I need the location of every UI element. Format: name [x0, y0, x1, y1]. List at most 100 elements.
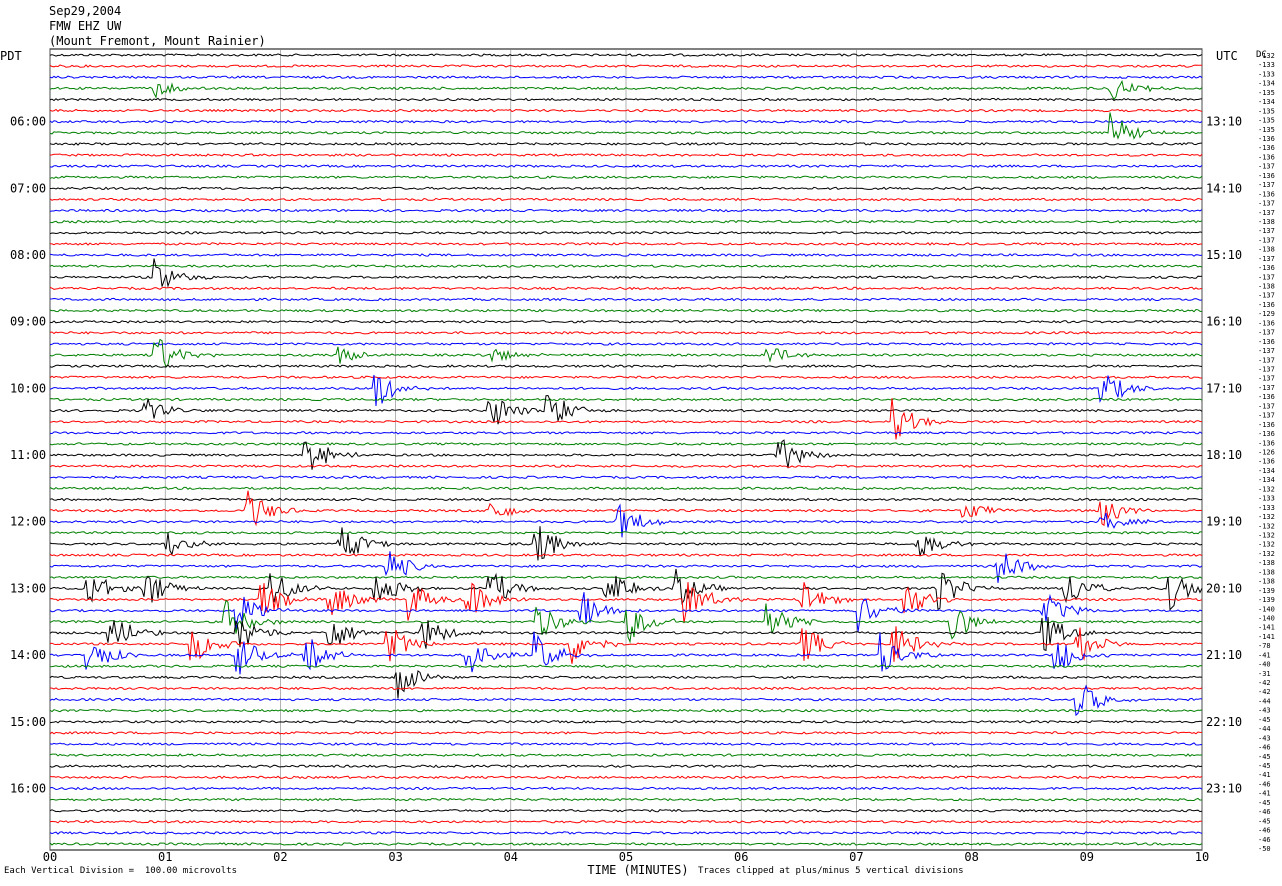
pdt-hour-label: 16:00	[10, 781, 46, 795]
trace-line-9	[49, 153, 1203, 157]
axis-labels: 06:00 07:00 08:00 09:00 10:00 11:00 12:00 13:00…	[10, 52, 1275, 877]
trace-line-27	[49, 338, 1203, 368]
dc-offset-value: -136	[1258, 338, 1275, 346]
dc-offset-value: -44	[1258, 697, 1271, 705]
trace-line-35	[49, 442, 1203, 446]
trace-line-3	[49, 79, 1203, 101]
trace-line-53	[49, 626, 1203, 664]
x-tick-label: 05	[619, 850, 633, 864]
trace-line-18	[49, 253, 1203, 257]
dc-offset-value: -137	[1258, 412, 1275, 420]
trace-line-44	[49, 526, 1203, 561]
trace-line-43	[49, 531, 1203, 535]
dc-offset-value: -46	[1258, 827, 1271, 835]
trace-line-70	[49, 831, 1203, 835]
dc-offset-value: -46	[1258, 780, 1271, 788]
dc-offset-value: -139	[1258, 587, 1275, 595]
trace-line-4	[49, 97, 1203, 102]
dc-offset-value: -137	[1258, 236, 1275, 244]
pdt-hour-label: 07:00	[10, 181, 46, 195]
utc-hour-label: 23:10	[1206, 781, 1242, 795]
trace-line-29	[49, 375, 1202, 380]
dc-offset-value: -141	[1258, 624, 1275, 632]
dc-offset-value: -136	[1258, 144, 1275, 152]
dc-offset-value: -42	[1258, 688, 1271, 696]
dc-offset-value: -137	[1258, 292, 1275, 300]
dc-offset-value: -46	[1258, 744, 1271, 752]
trace-line-20	[49, 258, 1203, 288]
trace-line-60	[49, 719, 1203, 724]
dc-offset-value: -132	[1258, 531, 1275, 539]
trace-line-56	[49, 670, 1203, 699]
trace-line-19	[49, 264, 1203, 268]
dc-offset-value: -137	[1258, 347, 1275, 355]
trace-line-49	[49, 582, 1203, 624]
x-tick-label: 10	[1195, 850, 1209, 864]
trace-line-7	[49, 112, 1203, 140]
dc-offset-value: -141	[1258, 633, 1275, 641]
trace-line-64	[49, 764, 1203, 768]
dc-offset-value: -137	[1258, 375, 1275, 383]
utc-hour-label: 18:10	[1206, 448, 1242, 462]
x-tick-label: 02	[273, 850, 287, 864]
dc-offset-value: -133	[1258, 70, 1275, 78]
trace-line-1	[49, 64, 1203, 68]
dc-offset-value: -136	[1258, 439, 1275, 447]
dc-offset-value: -138	[1258, 568, 1275, 576]
dc-offset-value: -45	[1258, 716, 1271, 724]
utc-hour-label: 22:10	[1206, 715, 1242, 729]
trace-line-58	[49, 684, 1203, 717]
dc-offset-value: -132	[1258, 550, 1275, 558]
utc-hour-label: 21:10	[1206, 648, 1242, 662]
dc-offset-value: -137	[1258, 329, 1275, 337]
trace-line-25	[49, 331, 1203, 335]
trace-line-22	[49, 297, 1203, 302]
dc-offset-value: -42	[1258, 679, 1271, 687]
trace-line-28	[49, 364, 1203, 368]
dc-offset-value: -136	[1258, 319, 1275, 327]
right-timezone-label: UTC	[1216, 49, 1238, 63]
dc-offset-value: -50	[1258, 845, 1271, 853]
dc-offset-value: -129	[1258, 310, 1275, 318]
dc-offset-value: -31	[1258, 670, 1271, 678]
dc-offset-value: -137	[1258, 209, 1275, 217]
pdt-hour-label: 12:00	[10, 515, 46, 529]
dc-offset-value: -136	[1258, 458, 1275, 466]
dc-offset-value: -137	[1258, 402, 1275, 410]
x-tick-label: 04	[504, 850, 518, 864]
trace-line-26	[49, 342, 1203, 346]
trace-line-32	[49, 394, 1203, 425]
pdt-hour-label: 14:00	[10, 648, 46, 662]
dc-offset-value: -135	[1258, 126, 1275, 134]
dc-offset-value: -136	[1258, 153, 1275, 161]
dc-offset-value: -138	[1258, 283, 1275, 291]
dc-offset-value: -136	[1258, 190, 1275, 198]
trace-line-12	[49, 186, 1203, 191]
trace-line-33	[49, 398, 1203, 440]
dc-offset-value: -133	[1258, 504, 1275, 512]
dc-offset-value: -139	[1258, 596, 1275, 604]
x-tick-label: 01	[158, 850, 172, 864]
trace-line-47	[49, 575, 1203, 580]
dc-offset-value: -45	[1258, 762, 1271, 770]
dc-offset-value: -137	[1258, 356, 1275, 364]
dc-offset-value: -137	[1258, 163, 1275, 171]
dc-offset-value: -136	[1258, 301, 1275, 309]
dc-offset-value: -46	[1258, 808, 1271, 816]
trace-line-38	[49, 475, 1203, 480]
pdt-hour-label: 15:00	[10, 715, 46, 729]
trace-line-54	[49, 631, 1203, 675]
dc-offset-value: -45	[1258, 799, 1271, 807]
vertical-division-note: Each Vertical Division = 100.00 microvol…	[4, 866, 237, 876]
utc-hour-label: 15:10	[1206, 248, 1242, 262]
dc-offset-value: -138	[1258, 246, 1275, 254]
trace-line-10	[49, 164, 1203, 168]
dc-offset-value: -41	[1258, 771, 1271, 779]
utc-hour-label: 19:10	[1206, 515, 1242, 529]
x-tick-label: 09	[1080, 850, 1094, 864]
trace-line-37	[49, 464, 1203, 469]
dc-offset-value: -140	[1258, 605, 1275, 613]
trace-line-61	[49, 731, 1202, 735]
dc-offset-value: -133	[1258, 61, 1275, 69]
pdt-hour-label: 13:00	[10, 581, 46, 595]
